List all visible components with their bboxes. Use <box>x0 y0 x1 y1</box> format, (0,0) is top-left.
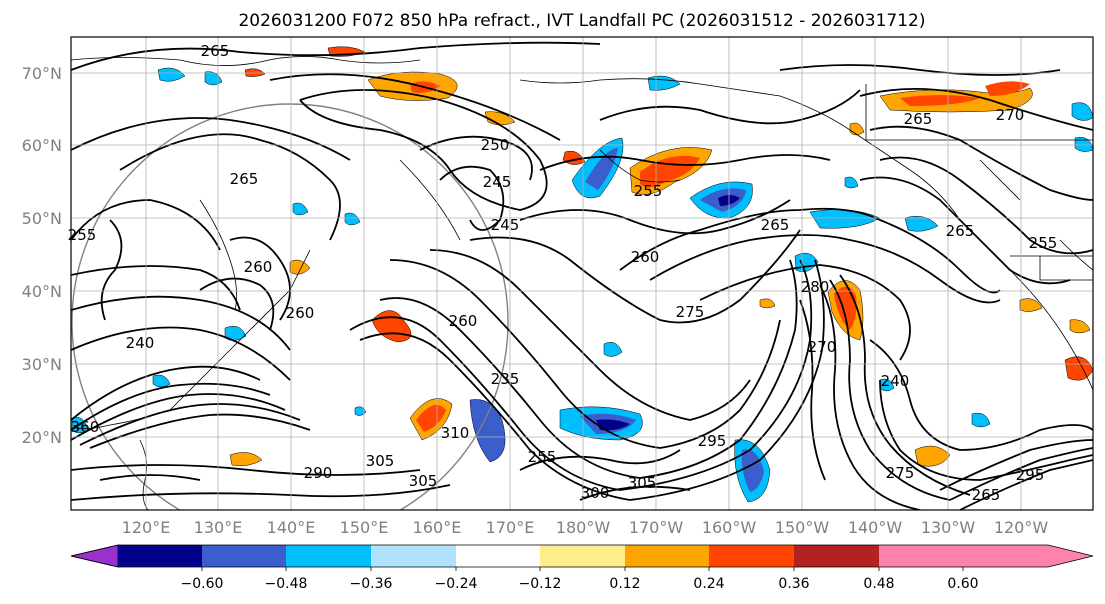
contour-label: 260 <box>449 312 478 330</box>
colorbar-min-extend <box>70 544 119 568</box>
coastlines <box>71 56 1093 510</box>
colorbar-bin <box>118 545 202 567</box>
contour-label: 305 <box>409 472 438 490</box>
contour-label: 270 <box>996 106 1025 124</box>
colorbar-tick-label: −0.60 <box>181 576 224 592</box>
lon-label: 130°W <box>921 518 976 537</box>
contour-labels: 265 250 245 245 265 255 260 265 255 260 … <box>68 42 1058 504</box>
contour-label: 255 <box>634 182 663 200</box>
map-frame <box>70 36 1094 511</box>
colorbar-outline <box>70 544 1094 568</box>
colorbar-bin <box>456 545 540 567</box>
lon-label: 130°E <box>194 518 243 537</box>
contour-label: 275 <box>676 303 705 321</box>
lon-label: 170°E <box>486 518 535 537</box>
contour-label: 300 <box>581 484 610 502</box>
contour-label: 245 <box>491 216 520 234</box>
map-content <box>71 41 1093 510</box>
longitude-labels: 120°E 130°E 140°E 150°E 160°E 170°E 180°… <box>122 518 1049 537</box>
colorbar-tick-label: 0.24 <box>693 576 724 592</box>
colorbar-max-extend <box>963 545 1093 567</box>
lon-label: 160°W <box>702 518 757 537</box>
colorbar-tick-label: −0.48 <box>265 576 308 592</box>
contour-label: 280 <box>801 278 830 296</box>
contour-label: 265 <box>201 42 230 60</box>
colorbar-bin <box>709 545 794 567</box>
contour-label: 255 <box>1029 234 1058 252</box>
contour-label: 250 <box>481 136 510 154</box>
contour-label: 240 <box>881 372 910 390</box>
contour-label: 265 <box>946 222 975 240</box>
colorbar-bin <box>879 545 963 567</box>
contour-label: 265 <box>230 170 259 188</box>
lon-label: 140°E <box>267 518 316 537</box>
colorbar-tick-label: −0.24 <box>435 576 478 592</box>
contour-label: 260 <box>631 248 660 266</box>
contour-label: 265 <box>904 110 933 128</box>
contour-label: 245 <box>483 173 512 191</box>
contour-label: 255 <box>68 226 97 244</box>
contour-label: 240 <box>126 334 155 352</box>
lon-label: 120°E <box>122 518 171 537</box>
lat-label-50n: 50°N <box>22 209 62 228</box>
lat-label-20n: 20°N <box>22 428 62 447</box>
colorbar-ticks <box>201 567 964 571</box>
contour-label: 310 <box>441 424 470 442</box>
lat-label-60n: 60°N <box>22 136 62 155</box>
colorbar-bin <box>371 545 456 567</box>
contour-label: 305 <box>366 452 395 470</box>
contour-label: 305 <box>628 474 657 492</box>
lon-label: 160°E <box>413 518 462 537</box>
borders <box>865 84 1093 281</box>
contour-label: 255 <box>528 448 557 466</box>
colorbar-bin <box>794 545 879 567</box>
colorbar-tick-label: 0.48 <box>863 576 894 592</box>
contour-label: 295 <box>698 432 727 450</box>
contour-label: 235 <box>491 370 520 388</box>
colorbar-tick-label: −0.36 <box>350 576 393 592</box>
contour-label: 265 <box>761 216 790 234</box>
colorbar-bin <box>202 545 286 567</box>
lat-label-40n: 40°N <box>22 282 62 301</box>
lon-label: 180°W <box>556 518 611 537</box>
contour-label: 260 <box>286 304 315 322</box>
colorbar-tick-label: 0.36 <box>778 576 809 592</box>
contour-label: 270 <box>808 338 837 356</box>
contour-label: 265 <box>972 486 1001 504</box>
colorbar-bin <box>286 545 371 567</box>
contour-label: 260 <box>244 258 273 276</box>
gridlines <box>71 37 1093 510</box>
colorbar: −0.60 −0.48 −0.36 −0.24 −0.12 0.12 0.24 … <box>70 544 1094 592</box>
lon-label: 150°W <box>775 518 830 537</box>
contour-label: 295 <box>1016 466 1045 484</box>
lon-label: 170°W <box>629 518 684 537</box>
landfall-region-circle <box>71 103 509 510</box>
colorbar-tick-label: −0.12 <box>519 576 562 592</box>
contour-label: 290 <box>304 464 333 482</box>
contour-lines <box>71 41 1093 510</box>
lon-label: 120°W <box>994 518 1049 537</box>
colorbar-tick-label: 0.12 <box>609 576 640 592</box>
contour-label: 360 <box>71 418 100 436</box>
colorbar-bin <box>625 545 709 567</box>
colorbar-bin <box>540 545 625 567</box>
lat-label-70n: 70°N <box>22 64 62 83</box>
lon-label: 140°W <box>848 518 903 537</box>
latitude-labels: 70°N 60°N 50°N 40°N 30°N 20°N <box>22 64 62 447</box>
lat-label-30n: 30°N <box>22 355 62 374</box>
map-title: 2026031200 F072 850 hPa refract., IVT La… <box>238 11 925 31</box>
colorbar-tick-label: 0.60 <box>947 576 978 592</box>
contour-label: 275 <box>886 464 915 482</box>
lon-label: 150°E <box>340 518 389 537</box>
